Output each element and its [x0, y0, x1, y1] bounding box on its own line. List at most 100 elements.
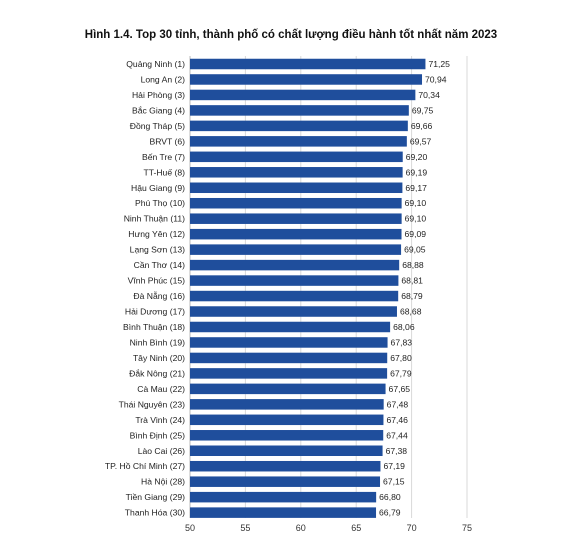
- value-label: 67,83: [391, 337, 413, 347]
- bar: [190, 105, 409, 116]
- x-tick-label: 70: [407, 523, 417, 533]
- grid-lines: [189, 56, 468, 518]
- value-label: 68,79: [401, 291, 423, 301]
- category-label: Tiền Giang (29): [126, 492, 186, 502]
- bar: [190, 182, 403, 194]
- value-label: 69,05: [404, 245, 426, 255]
- value-label: 67,79: [390, 368, 412, 378]
- category-label: Hậu Giang (9): [131, 183, 185, 193]
- value-label: 69,57: [410, 136, 432, 146]
- category-label: Hà Nội (28): [141, 477, 185, 487]
- value-label: 68,81: [401, 276, 423, 286]
- category-label: Bình Thuận (18): [123, 322, 185, 332]
- bar: [190, 167, 403, 178]
- category-label: Ninh Thuận (11): [124, 214, 185, 224]
- category-label: Bình Định (25): [130, 430, 186, 440]
- bar: [190, 445, 383, 456]
- value-label: 69,75: [412, 105, 434, 115]
- category-label: Cà Mau (22): [137, 384, 185, 394]
- value-label: 69,09: [405, 229, 427, 239]
- value-label: 68,06: [393, 322, 415, 332]
- x-tick-label: 50: [185, 523, 195, 533]
- value-label: 67,38: [386, 446, 408, 456]
- bar: [190, 399, 384, 410]
- category-label: Cần Thơ (14): [134, 260, 185, 270]
- category-labels: Quảng Ninh (1) Long An (2) Hải Phòng (3) Bắ…: [105, 59, 185, 518]
- chart-title: Hình 1.4. Top 30 tỉnh, thành phố có chất…: [85, 29, 497, 41]
- category-label: Vĩnh Phúc (15): [128, 276, 185, 286]
- value-label: 69,10: [405, 198, 427, 208]
- category-label: Hưng Yên (12): [128, 229, 185, 239]
- x-tick-label: 75: [462, 523, 472, 533]
- value-label: 68,88: [402, 260, 424, 270]
- x-tick-label: 60: [296, 523, 306, 533]
- value-label: 67,15: [383, 477, 405, 487]
- bar: [190, 368, 388, 379]
- value-label: 67,48: [387, 399, 409, 409]
- bar: [190, 244, 402, 255]
- category-label: Lào Cai (26): [138, 446, 185, 456]
- category-label: Thanh Hóa (30): [125, 508, 185, 518]
- value-label: 66,79: [379, 508, 401, 518]
- bar: [190, 151, 403, 163]
- category-label: TP. Hồ Chí Minh (27): [105, 461, 185, 471]
- category-label: Ninh Bình (19): [130, 337, 186, 347]
- value-labels: 71,25 70,94 70,34 69,75 69,66 69,57 69,20 69,19…: [379, 59, 450, 518]
- bar: [190, 507, 377, 518]
- bar: [190, 228, 402, 240]
- category-label: Phú Thọ (10): [135, 198, 185, 208]
- bar: [190, 89, 416, 101]
- category-label: Lạng Sơn (13): [130, 245, 185, 255]
- category-label: Bắc Giang (4): [132, 105, 185, 115]
- category-label: Tây Ninh (20): [133, 353, 185, 363]
- category-label: Hải Dương (17): [125, 307, 185, 317]
- bar: [190, 275, 399, 286]
- bar: [190, 120, 408, 132]
- category-label: Đà Nẵng (16): [133, 291, 185, 301]
- x-axis-ticks: 50 55 60 65 70 75: [185, 523, 472, 533]
- bar: [190, 197, 402, 209]
- category-label: Quảng Ninh (1): [126, 59, 185, 69]
- value-label: 71,25: [428, 59, 450, 69]
- category-label: Đồng Tháp (5): [130, 121, 185, 131]
- value-label: 67,65: [389, 384, 411, 394]
- bar: [190, 306, 397, 317]
- bar: [190, 460, 381, 472]
- value-label: 69,17: [405, 183, 427, 193]
- category-label: Long An (2): [141, 74, 186, 84]
- bar: [190, 430, 384, 441]
- bar: [190, 414, 384, 426]
- bar: [190, 136, 407, 147]
- category-label: BRVT (6): [150, 136, 186, 146]
- value-label: 70,94: [425, 74, 447, 84]
- x-tick-label: 65: [351, 523, 361, 533]
- bar: [190, 383, 386, 395]
- value-label: 68,68: [400, 307, 422, 317]
- bars: [190, 58, 426, 518]
- category-label: Thái Nguyên (23): [119, 399, 186, 409]
- value-label: 69,66: [411, 121, 433, 131]
- bar: [190, 476, 381, 487]
- value-label: 66,80: [379, 492, 401, 502]
- bar: [190, 352, 388, 364]
- bar: [190, 290, 399, 302]
- category-label: Hải Phòng (3): [132, 90, 185, 100]
- value-label: 67,19: [383, 461, 405, 471]
- value-label: 70,34: [418, 90, 440, 100]
- x-tick-label: 55: [240, 523, 250, 533]
- bar: [190, 259, 400, 271]
- bar: [190, 74, 423, 85]
- bar: [190, 337, 388, 348]
- category-label: Trà Vinh (24): [135, 415, 185, 425]
- value-label: 69,10: [405, 214, 427, 224]
- bar: [190, 213, 402, 224]
- category-label: TT-Huế (8): [143, 167, 185, 177]
- value-label: 67,80: [390, 353, 412, 363]
- value-label: 67,46: [386, 415, 408, 425]
- value-label: 67,44: [386, 430, 408, 440]
- bar: [190, 321, 391, 333]
- category-label: Đắk Nông (21): [129, 368, 185, 378]
- value-label: 69,19: [406, 167, 428, 177]
